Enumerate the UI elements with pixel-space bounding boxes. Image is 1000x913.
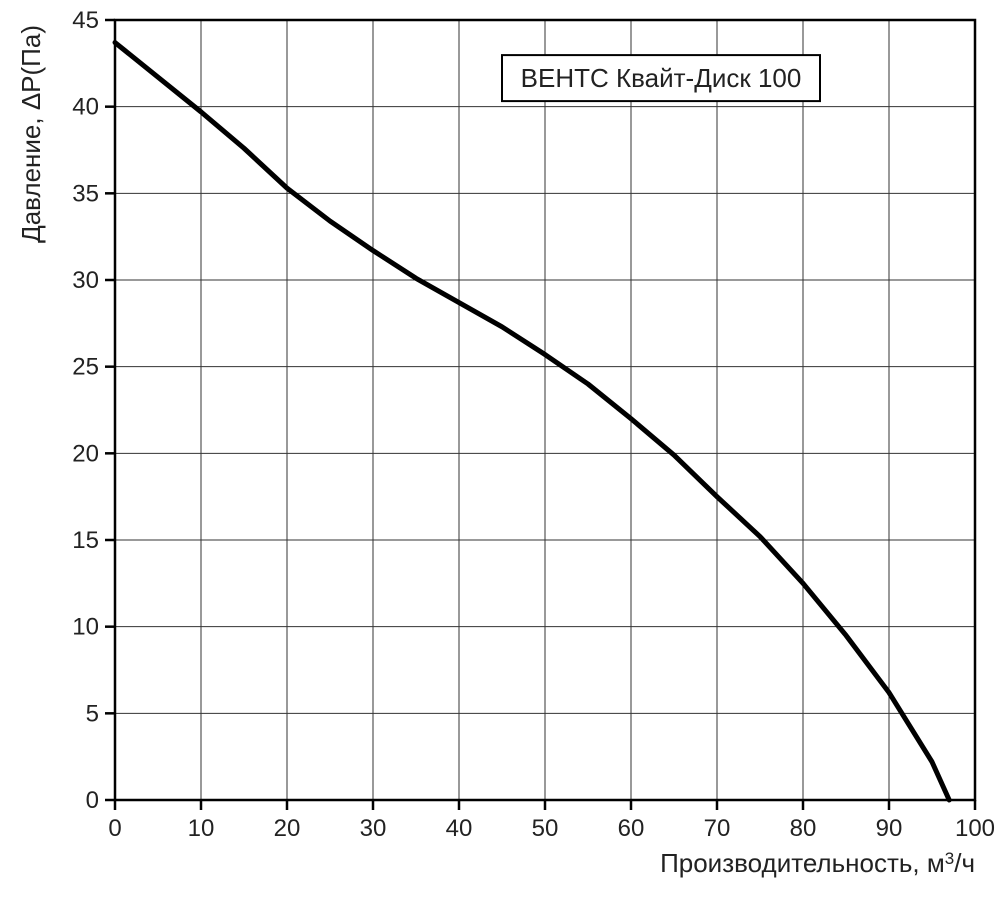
xtick-label: 100 — [955, 815, 995, 842]
xtick-label: 90 — [876, 815, 903, 842]
xtick-label: 60 — [618, 815, 645, 842]
ytick-label: 35 — [72, 180, 99, 207]
chart-container: 0 10 20 30 40 50 60 70 80 90 100 0 5 10 15 20 25 30 35 40 45… — [0, 0, 1000, 913]
ytick-label: 5 — [86, 700, 99, 727]
ytick-label: 0 — [86, 787, 99, 814]
xtick-label: 70 — [704, 815, 731, 842]
ytick-label: 25 — [72, 354, 99, 381]
xtick-label: 40 — [446, 815, 473, 842]
xtick-label: 0 — [108, 815, 121, 842]
xtick-label: 80 — [790, 815, 817, 842]
legend-label: ВЕНТС Квайт-Диск 100 — [521, 63, 802, 93]
xtick-label: 30 — [360, 815, 387, 842]
xtick-label: 20 — [274, 815, 301, 842]
ytick-label: 15 — [72, 527, 99, 554]
y-axis-label: Давление, ΔP(Па) — [16, 25, 46, 243]
ytick-label: 40 — [72, 94, 99, 121]
ytick-label: 45 — [72, 7, 99, 34]
xtick-label: 10 — [188, 815, 215, 842]
x-axis-label: Производительность, м3/ч — [660, 848, 975, 878]
performance-curve-chart: 0 10 20 30 40 50 60 70 80 90 100 0 5 10 15 20 25 30 35 40 45… — [0, 0, 1000, 913]
ytick-label: 20 — [72, 440, 99, 467]
xtick-label: 50 — [532, 815, 559, 842]
ytick-label: 30 — [72, 267, 99, 294]
ytick-label: 10 — [72, 614, 99, 641]
